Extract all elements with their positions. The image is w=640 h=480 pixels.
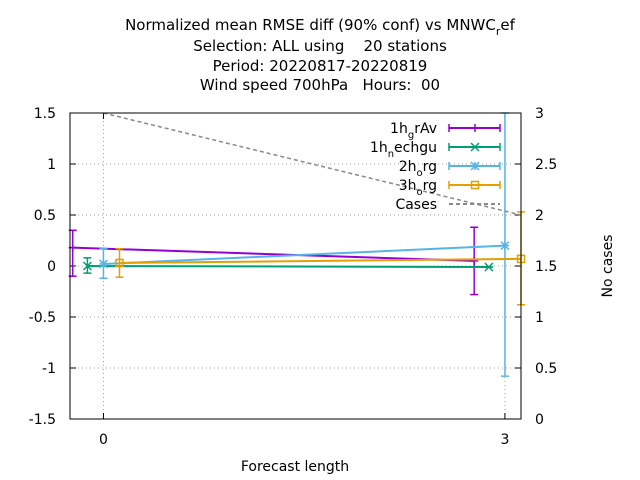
y-tick-label: -1 [42,361,56,377]
title-line-1: Normalized mean RMSE diff (90% conf) vs … [125,16,516,38]
legend-marker [471,124,479,132]
legend-marker [470,161,480,171]
y-tick-label: 0.5 [34,208,56,224]
legend-item-Cases: Cases [395,197,500,213]
series-line-1h_nechgu [87,265,489,269]
series-3h_org [115,211,526,306]
title-line-4: Wind speed 700hPa Hours: 00 [200,76,440,94]
legend-item-3h_org: 3horg [399,178,501,198]
legend-label: 1hnechgu [370,140,437,160]
series-line-3h_org [119,257,522,264]
x-axis-label: Forecast length [241,459,349,475]
y-tick-label: 1.5 [34,106,56,122]
data-point [484,262,494,272]
y-axis-ticks: 1.5 1 0.5 0 -0.5 -1 -1.5 [29,106,76,428]
series-line-1h_grAv [72,246,475,262]
legend-item-1h_nechgu: 1hnechgu [370,140,501,160]
legend-label: 1hgrAv [390,121,437,141]
series-line-2h_org [103,244,505,265]
y-tick-label: 1 [47,157,56,173]
y2-tick-label: 3 [535,106,544,122]
legend-label: 3horg [399,178,437,198]
y2-tick-label: 0 [535,412,544,428]
legend-label: Cases [395,197,437,213]
title-subscript: r [496,25,501,38]
legend-item-1h_grAv: 1hgrAv [390,121,501,141]
y2-axis-ticks: 3 2.5 2 1.5 1 0.5 0 [515,106,557,428]
x-tick-label: 3 [500,432,509,448]
data-point [470,256,479,265]
series-line-Cases [103,112,522,216]
y-tick-label: -1.5 [29,412,56,428]
y2-tick-label: 0.5 [535,361,557,377]
x-tick-label: 0 [99,432,108,448]
data-point [82,261,92,271]
legend-marker [470,180,480,190]
series [68,112,526,377]
legend-label: 2horg [399,159,437,179]
legend-marker [470,142,480,152]
y2-tick-label: 1 [535,310,544,326]
title-line-3: Period: 20220817-20220819 [213,57,428,75]
title-line-2: Selection: ALL using 20 stations [193,37,447,55]
chart-title: Normalized mean RMSE diff (90% conf) vs … [125,16,516,94]
y2-tick-label: 1.5 [535,259,557,275]
series-1h_grAv [68,226,479,296]
data-point [98,259,108,269]
series-Cases [103,112,522,216]
y-tick-label: -0.5 [29,310,56,326]
title-text: Normalized mean RMSE diff (90% conf) vs … [125,16,496,34]
plot-frame [69,112,522,420]
y2-tick-label: 2 [535,208,544,224]
y2-axis-label: No cases [600,235,616,298]
series-1h_nechgu [82,257,494,274]
series-2h_org [98,112,510,377]
y-tick-label: 0 [47,259,56,275]
data-point [115,258,124,268]
title-text-end: ef [500,16,515,34]
y2-tick-label: 2.5 [535,157,557,173]
legend-item-2h_org: 2horg [399,159,501,179]
data-point [500,241,510,251]
